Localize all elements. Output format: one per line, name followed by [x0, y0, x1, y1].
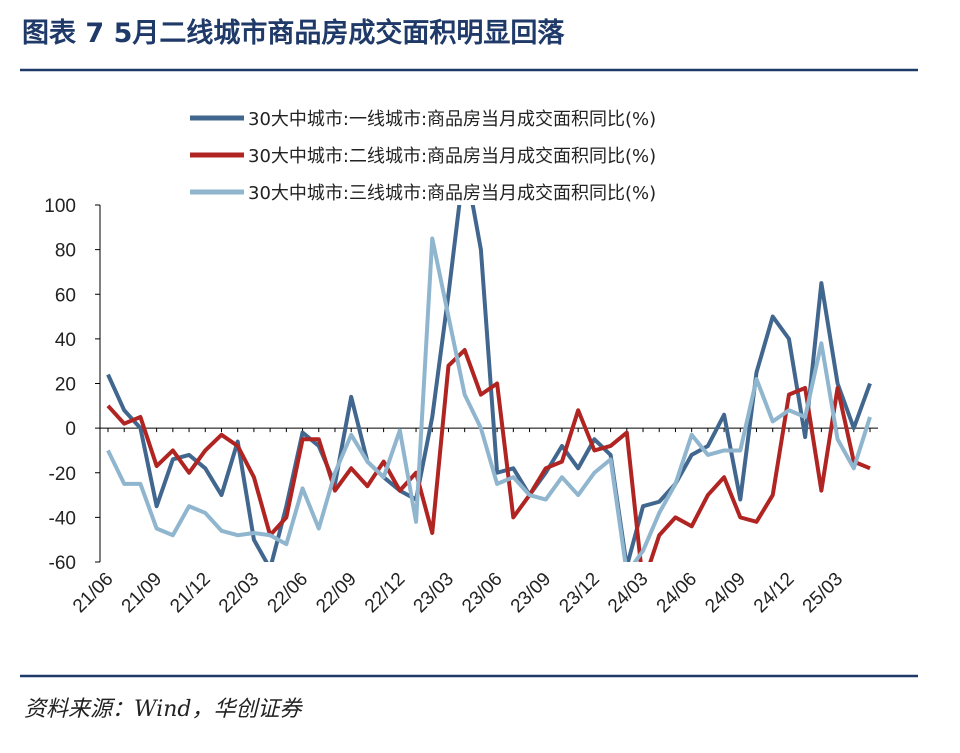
x-tick-label: 24/12	[750, 569, 798, 617]
y-tick-label: 100	[44, 196, 76, 217]
y-tick-label: -40	[49, 508, 76, 529]
x-tick-label: 23/06	[458, 569, 506, 617]
legend-label: 30大中城市:一线城市:商品房当月成交面积同比(%)	[248, 109, 656, 130]
x-tick-label: 22/06	[264, 569, 312, 617]
x-tick-label: 24/06	[653, 569, 701, 617]
y-tick-label: 0	[65, 419, 76, 440]
legend-label: 30大中城市:二线城市:商品房当月成交面积同比(%)	[248, 146, 656, 167]
y-tick-label: 40	[55, 330, 76, 351]
series-line	[106, 205, 872, 562]
x-tick-label: 22/03	[215, 569, 263, 617]
y-tick-label: 80	[55, 241, 76, 262]
x-tick-label: 23/09	[507, 569, 555, 617]
y-tick-label: -20	[49, 464, 76, 485]
chart-title: 图表 7 5月二线城市商品房成交面积明显回落	[22, 17, 565, 49]
x-tick-label: 21/09	[118, 569, 166, 617]
x-tick-label: 23/03	[410, 569, 458, 617]
x-tick-label: 24/03	[604, 569, 652, 617]
y-tick-label: 20	[55, 375, 76, 396]
x-tick-label: 22/12	[361, 569, 409, 617]
x-tick-label: 22/09	[312, 569, 360, 617]
x-tick-label: 21/06	[69, 569, 117, 617]
series-line	[106, 348, 871, 562]
y-tick-label: 60	[55, 285, 76, 306]
x-tick-label: 21/12	[166, 569, 214, 617]
source: 资料来源：Wind，华创证券	[24, 697, 304, 722]
y-tick-label: -60	[49, 553, 76, 574]
plot-area	[106, 205, 872, 562]
series-line	[106, 236, 872, 562]
x-tick-label: 25/03	[799, 569, 847, 617]
legend-label: 30大中城市:三线城市:商品房当月成交面积同比(%)	[248, 183, 656, 204]
x-tick-label: 23/12	[555, 569, 603, 617]
x-tick-label: 24/09	[701, 569, 749, 617]
